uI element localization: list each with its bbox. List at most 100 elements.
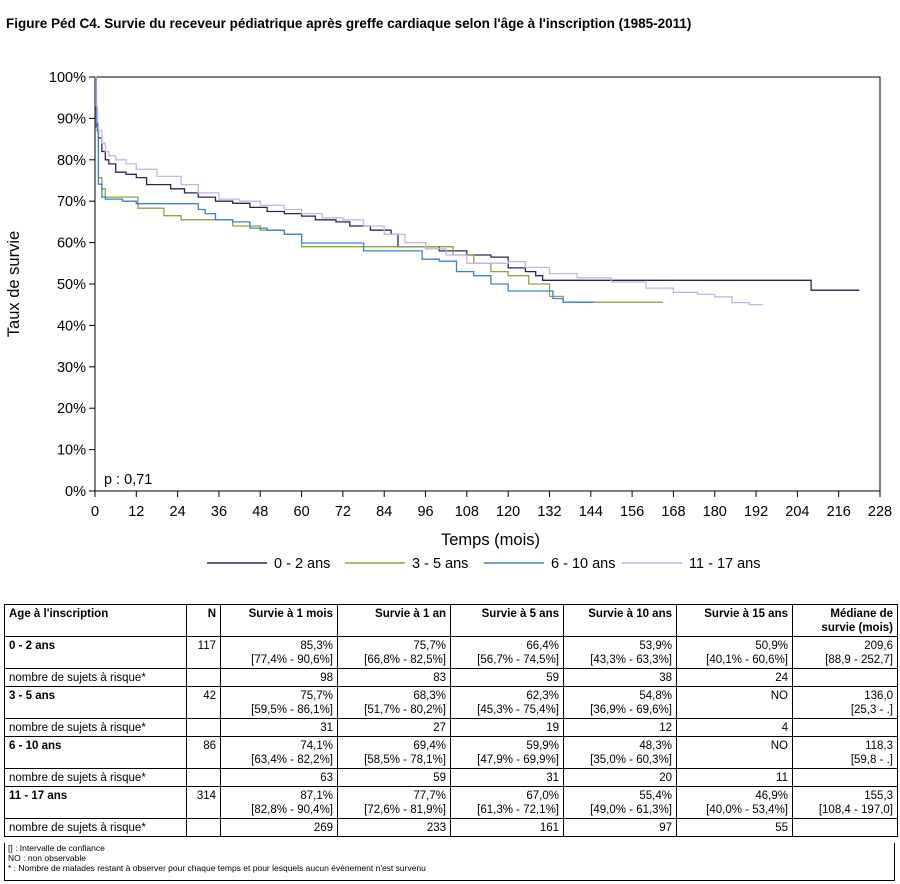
table-row-group: 3 - 5 ans 42 75,7% [59,5% - 86,1%] 68,3% [51,… xyxy=(4,686,898,719)
header-5-years: Survie à 5 ans xyxy=(450,604,564,637)
note-ci: [] : Intervalle de confiance xyxy=(8,843,105,853)
confidence-interval: [66,8% - 82,5%] xyxy=(364,654,446,666)
note-risk: * : Nombre de malades restant à observer… xyxy=(8,863,426,873)
confidence-interval: [49,0% - 61,3%] xyxy=(590,804,672,816)
group-n: 86 xyxy=(186,736,221,769)
survival-cell: 75,7% [66,8% - 82,5%] xyxy=(337,636,451,669)
risk-count: 31 xyxy=(220,718,338,737)
survival-value: 74,1% xyxy=(300,740,333,752)
survival-cell: NO xyxy=(676,686,793,719)
survival-value: 75,7% xyxy=(413,640,446,652)
survival-cell: 59,9% [47,9% - 69,9%] xyxy=(450,736,564,769)
header-median: Médiane de survie (mois) xyxy=(792,604,898,637)
survival-cell: 85,3% [77,4% - 90,6%] xyxy=(220,636,338,669)
confidence-interval: [108,4 - 197,0] xyxy=(818,804,893,816)
figure-title: Figure Péd C4. Survie du receveur pédiat… xyxy=(6,16,692,31)
survival-cell: 54,8% [36,9% - 69,6%] xyxy=(563,686,677,719)
y-tick-label: 90% xyxy=(57,111,86,127)
x-tick-label: 96 xyxy=(417,504,433,520)
risk-label: nombre de sujets à risque* xyxy=(4,718,187,737)
risk-n-empty xyxy=(186,768,221,787)
survival-chart: 0% 10% 20% 30% 40% 50% 60% 70% 80% 90% 100% 0 12 24 36… xyxy=(5,70,892,572)
survival-value: 55,4% xyxy=(639,790,672,802)
survival-value: 54,8% xyxy=(639,690,672,702)
header-n: N xyxy=(186,604,221,637)
risk-count: 38 xyxy=(563,668,677,687)
header-age: Age à l'inscription xyxy=(4,604,187,637)
survival-cell: 87,1% [82,8% - 90,4%] xyxy=(220,786,338,819)
risk-count: 20 xyxy=(563,768,677,787)
group-n: 42 xyxy=(186,686,221,719)
risk-count: 55 xyxy=(676,818,793,837)
x-tick-label: 180 xyxy=(703,504,727,520)
note-no: NO : non observable xyxy=(8,853,86,863)
table-notes: [] : Intervalle de confiance NO : non ob… xyxy=(4,843,895,881)
risk-count xyxy=(792,718,898,737)
x-tick-label: 48 xyxy=(252,504,268,520)
confidence-interval: [43,3% - 63,3%] xyxy=(590,654,672,666)
survival-cell: 48,3% [35,0% - 60,3%] xyxy=(563,736,677,769)
y-tick-label: 50% xyxy=(57,277,86,293)
confidence-interval: [45,3% - 75,4%] xyxy=(477,704,559,716)
confidence-interval: [36,9% - 69,6%] xyxy=(590,704,672,716)
risk-count xyxy=(792,668,898,687)
risk-n-empty xyxy=(186,668,221,687)
risk-count xyxy=(792,818,898,837)
legend-label-4: 11 - 17 ans xyxy=(689,556,760,572)
confidence-interval: [51,7% - 80,2%] xyxy=(364,704,446,716)
x-tick-label: 24 xyxy=(170,504,186,520)
y-tick-label: 70% xyxy=(57,194,86,210)
survival-value: NO xyxy=(770,740,788,752)
x-tick-label: 108 xyxy=(455,504,479,520)
risk-count: 98 xyxy=(220,668,338,687)
table-row-risk: nombre de sujets à risque* 269 233 161 97 55 xyxy=(4,818,898,837)
risk-count: 11 xyxy=(676,768,793,787)
risk-count: 233 xyxy=(337,818,451,837)
y-tick-label: 10% xyxy=(57,443,86,459)
survival-cell: 155,3 [108,4 - 197,0] xyxy=(792,786,898,819)
confidence-interval: [40,0% - 53,4%] xyxy=(706,804,788,816)
x-tick-label: 168 xyxy=(661,504,685,520)
group-n: 117 xyxy=(186,636,221,669)
x-tick-label: 132 xyxy=(537,504,561,520)
y-tick-label: 0% xyxy=(65,484,86,500)
x-tick-label: 60 xyxy=(294,504,310,520)
x-tick-label: 216 xyxy=(827,504,851,520)
group-label: 11 - 17 ans xyxy=(4,786,187,819)
table-row-risk: nombre de sujets à risque* 63 59 31 20 11 xyxy=(4,768,898,787)
table-row-group: 0 - 2 ans 117 85,3% [77,4% - 90,6%] 75,7% [66… xyxy=(4,636,898,669)
survival-value: 85,3% xyxy=(300,640,333,652)
survival-value: 46,9% xyxy=(755,790,788,802)
group-n: 314 xyxy=(186,786,221,819)
survival-value: 50,9% xyxy=(755,640,788,652)
survival-cell: 66,4% [56,7% - 74,5%] xyxy=(450,636,564,669)
risk-label: nombre de sujets à risque* xyxy=(4,818,187,837)
confidence-interval: [58,5% - 78,1%] xyxy=(364,754,446,766)
legend-label-2: 3 - 5 ans xyxy=(412,556,468,572)
survival-value: 118,3 xyxy=(865,740,893,752)
x-tick-label: 144 xyxy=(579,504,603,520)
survival-value: 66,4% xyxy=(526,640,559,652)
survival-cell: 69,4% [58,5% - 78,1%] xyxy=(337,736,451,769)
survival-value: 53,9% xyxy=(639,640,672,652)
confidence-interval: [25,3 - .] xyxy=(850,704,893,716)
survival-value: 69,4% xyxy=(413,740,446,752)
risk-count: 83 xyxy=(337,668,451,687)
risk-count: 59 xyxy=(337,768,451,787)
survival-value: 62,3% xyxy=(526,690,559,702)
confidence-interval: [61,3% - 72,1%] xyxy=(477,804,559,816)
risk-count: 19 xyxy=(450,718,564,737)
survival-cell: NO xyxy=(676,736,793,769)
y-tick-label: 40% xyxy=(57,318,86,334)
risk-n-empty xyxy=(186,818,221,837)
table-body: 0 - 2 ans 117 85,3% [77,4% - 90,6%] 75,7% [66… xyxy=(4,636,898,837)
risk-count: 269 xyxy=(220,818,338,837)
x-tick-label: 72 xyxy=(335,504,351,520)
survival-value: 59,9% xyxy=(526,740,559,752)
series-line-2 xyxy=(95,76,664,303)
legend-label-3: 6 - 10 ans xyxy=(551,556,616,572)
legend-label-1: 0 - 2 ans xyxy=(274,556,330,572)
confidence-interval: [63,4% - 82,2%] xyxy=(251,754,333,766)
survival-cell: 75,7% [59,5% - 86,1%] xyxy=(220,686,338,719)
survival-cell: 55,4% [49,0% - 61,3%] xyxy=(563,786,677,819)
